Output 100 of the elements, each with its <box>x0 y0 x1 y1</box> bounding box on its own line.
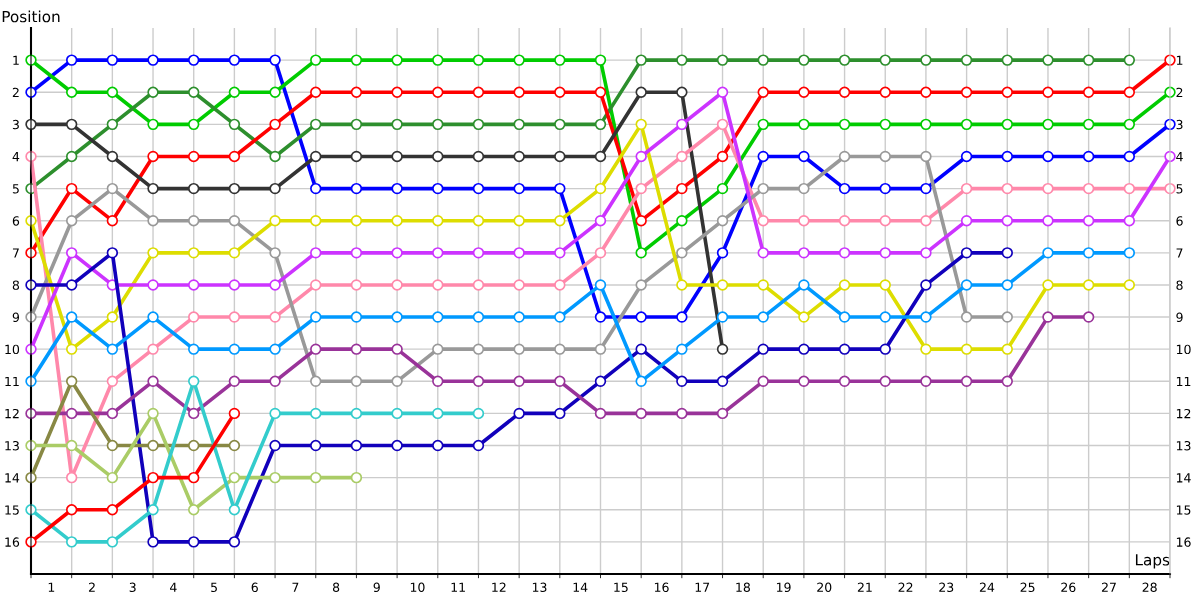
point <box>1001 247 1013 259</box>
point <box>798 375 810 387</box>
point <box>147 407 159 420</box>
point <box>960 375 973 387</box>
x-tick-label: 20 <box>817 582 832 593</box>
point <box>432 247 444 259</box>
point <box>1082 215 1095 227</box>
point <box>1082 150 1095 163</box>
point <box>310 311 322 323</box>
point <box>1123 150 1136 163</box>
point <box>920 247 932 259</box>
x-tick-label: 18 <box>736 582 750 593</box>
point <box>228 54 241 66</box>
x-tick-label: 24 <box>979 582 995 592</box>
point <box>798 54 810 66</box>
point <box>676 311 688 323</box>
point <box>188 407 200 420</box>
point <box>106 247 119 259</box>
point <box>350 54 363 66</box>
point <box>1042 182 1054 195</box>
point <box>1001 215 1013 227</box>
point <box>838 247 851 259</box>
y2-tick-label: 15 <box>1176 505 1191 515</box>
point <box>635 118 647 131</box>
point <box>310 118 322 131</box>
point <box>716 343 729 355</box>
point <box>554 311 566 323</box>
point <box>716 311 729 323</box>
y-tick-label: 14 <box>5 473 20 483</box>
point <box>1082 86 1095 98</box>
point <box>391 215 403 227</box>
x-tick-label: 16 <box>654 582 669 593</box>
point <box>106 150 119 163</box>
point <box>676 375 688 387</box>
point <box>798 311 810 323</box>
point <box>838 150 851 163</box>
point <box>391 343 403 355</box>
x-tick-label: 11 <box>451 582 465 592</box>
point <box>269 247 281 259</box>
x-tick-label: 23 <box>939 582 954 593</box>
point <box>472 439 485 452</box>
point <box>188 215 200 227</box>
point <box>147 150 159 163</box>
y2-tick-label: 1 <box>1176 55 1183 65</box>
point <box>188 54 200 66</box>
point <box>391 279 403 291</box>
y-tick-label: 10 <box>5 344 20 355</box>
point <box>188 343 200 355</box>
point <box>635 54 647 66</box>
y-tick-label: 2 <box>12 87 19 97</box>
point <box>106 439 119 452</box>
point <box>798 150 810 163</box>
point <box>269 439 281 452</box>
point <box>594 247 607 259</box>
point <box>188 311 200 323</box>
point <box>228 343 241 355</box>
point <box>472 247 485 259</box>
point <box>1082 182 1095 195</box>
point <box>838 182 851 195</box>
point <box>757 150 769 163</box>
x-tick-label: 2 <box>88 582 95 592</box>
point <box>1042 247 1054 259</box>
point <box>920 118 932 131</box>
point <box>635 86 647 98</box>
point <box>65 343 78 355</box>
point <box>106 182 119 195</box>
point <box>310 150 322 163</box>
point <box>391 407 403 420</box>
point <box>310 343 322 355</box>
point <box>432 407 444 420</box>
point <box>106 504 119 516</box>
point <box>594 182 607 195</box>
point <box>716 118 729 131</box>
y-tick-label: 12 <box>5 408 19 419</box>
x-tick-label: 6 <box>251 582 258 593</box>
y-tick-label: 13 <box>5 441 19 451</box>
point <box>879 118 891 131</box>
point <box>1001 343 1013 355</box>
point <box>757 343 769 355</box>
y2-tick-label: 12 <box>1176 408 1191 419</box>
point <box>310 375 322 387</box>
x-tick-label: 19 <box>776 582 791 593</box>
point <box>472 150 485 163</box>
point <box>920 150 932 163</box>
point <box>960 215 973 227</box>
point <box>350 182 363 195</box>
point <box>350 343 363 355</box>
x-tick-label: 13 <box>532 582 547 593</box>
point <box>1123 279 1136 291</box>
point <box>391 182 403 195</box>
point <box>879 279 891 291</box>
point <box>676 150 688 163</box>
y2-tick-label: 13 <box>1176 441 1191 451</box>
y2-tick-label: 16 <box>1176 537 1191 547</box>
point <box>879 215 891 227</box>
point <box>188 471 200 484</box>
point <box>920 343 932 355</box>
point <box>432 118 444 131</box>
point <box>391 311 403 323</box>
point <box>1042 279 1054 291</box>
